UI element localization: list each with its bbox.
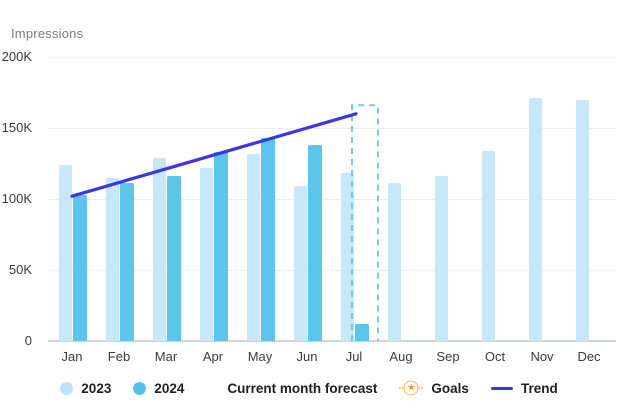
x-tick-label: Nov xyxy=(530,349,554,364)
bar-2024-feb[interactable] xyxy=(119,183,134,341)
legend-item-2024[interactable]: 2024 xyxy=(133,381,184,396)
bar-2024-jul[interactable] xyxy=(354,323,369,341)
bar-2024-mar[interactable] xyxy=(166,176,181,341)
y-tick-label: 150K xyxy=(1,120,32,135)
x-tick-label: Jan xyxy=(61,349,83,364)
legend-item-current-month-forecast[interactable]: Current month forecast xyxy=(206,381,377,396)
bar-2024-jan[interactable] xyxy=(72,194,87,341)
x-tick-label: Mar xyxy=(154,349,178,364)
bar-2024-apr[interactable] xyxy=(213,152,228,341)
y-tick-label: 50K xyxy=(8,262,32,277)
bar-2023-apr[interactable] xyxy=(199,167,213,341)
legend-label: 2023 xyxy=(81,380,112,396)
legend-item-goals[interactable]: ★ Goals xyxy=(399,380,469,396)
bar-2024-may[interactable] xyxy=(260,137,275,341)
y-tick-label: 200K xyxy=(1,49,32,64)
x-tick-label: Oct xyxy=(484,349,506,364)
legend-label: Current month forecast xyxy=(227,380,378,396)
y-tick-label: 0 xyxy=(24,333,32,348)
x-tick-label: May xyxy=(247,349,273,364)
chart-title: Impressions xyxy=(11,26,84,41)
legend-item-2023[interactable]: 2023 xyxy=(60,381,111,396)
bar-2023-feb[interactable] xyxy=(105,177,119,341)
legend-circle-swatch xyxy=(133,381,147,395)
bar-2023-jun[interactable] xyxy=(293,186,307,341)
x-tick-label: Jul xyxy=(345,349,363,364)
bar-2023-dec[interactable] xyxy=(575,99,589,341)
x-tick-label: Apr xyxy=(202,349,224,364)
legend: 2023 2024 Current month forecast ★ Goals Tren… xyxy=(0,377,618,399)
x-tick-label: Feb xyxy=(107,349,131,364)
bar-2023-oct[interactable] xyxy=(481,150,495,341)
legend-item-trend[interactable]: Trend xyxy=(490,380,558,396)
bar-2023-aug[interactable] xyxy=(387,183,401,341)
legend-circle-swatch xyxy=(60,381,74,395)
x-tick-label: Aug xyxy=(389,349,413,364)
gridline xyxy=(48,270,616,271)
legend-label: Goals xyxy=(431,380,469,396)
forecast-outline xyxy=(351,104,379,341)
bar-2024-jun[interactable] xyxy=(307,145,322,341)
bar-2023-jan[interactable] xyxy=(58,164,72,341)
gridline xyxy=(48,57,616,58)
bar-2023-sep[interactable] xyxy=(434,176,448,341)
x-tick-label: Sep xyxy=(436,349,460,364)
x-tick-label: Dec xyxy=(577,349,601,364)
x-tick-label: Jun xyxy=(296,349,318,364)
legend-label: 2024 xyxy=(154,380,185,396)
y-tick-label: 100K xyxy=(1,191,32,206)
x-axis-line xyxy=(48,340,616,342)
legend-label: Trend xyxy=(520,380,558,396)
goal-star-icon: ★ xyxy=(399,380,424,396)
bar-2023-may[interactable] xyxy=(246,153,260,341)
bar-2023-mar[interactable] xyxy=(152,157,166,341)
gridline xyxy=(48,199,616,200)
trend-line-icon xyxy=(490,386,513,390)
bar-2023-jul[interactable] xyxy=(340,173,354,341)
bar-2023-nov[interactable] xyxy=(528,98,542,341)
